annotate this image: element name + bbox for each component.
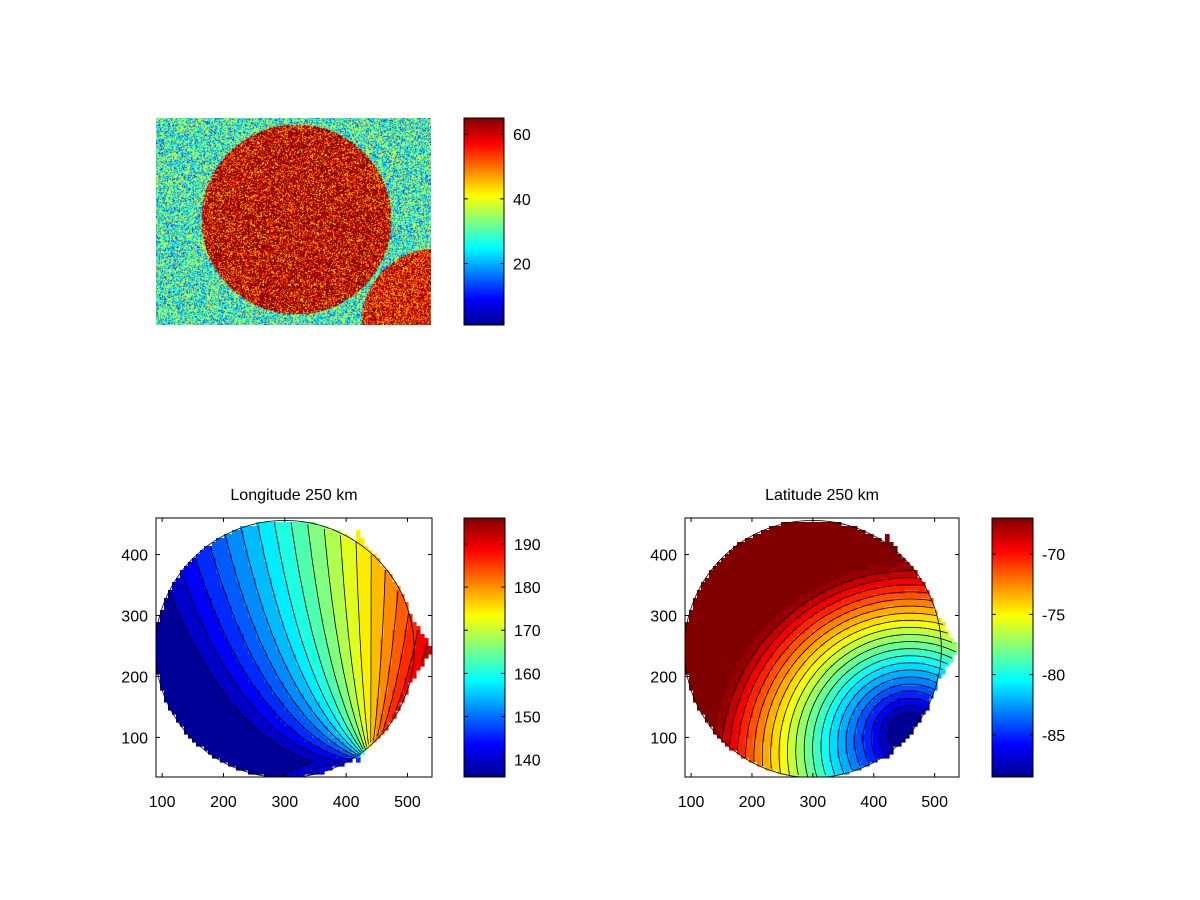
latitude-title: Latitude 250 km (765, 487, 879, 504)
longitude-colorbar-tick-label: 140 (514, 753, 541, 770)
longitude-panel: Longitude 250 km 100 200 300 400 500 100 200 30… (121, 487, 541, 811)
longitude-boundary (156, 519, 415, 777)
latitude-colorbar-tick-label: -70 (1042, 547, 1065, 564)
longitude-contour-lines (156, 519, 428, 777)
latitude-colorbar-tick-label: -80 (1042, 668, 1065, 685)
longitude-colorbar-tick-label: 170 (514, 623, 541, 640)
noise-colorbar-tick-label: 40 (513, 192, 531, 209)
longitude-xtick-label: 300 (271, 794, 298, 811)
latitude-contour-lines (685, 519, 956, 777)
noise-colorbar: 20 40 60 (463, 117, 531, 326)
latitude-xtick-label: 400 (860, 794, 887, 811)
latitude-colorbar-gradient (991, 517, 1034, 778)
longitude-colorbar: 140 150 160 170 180 190 (463, 517, 541, 778)
latitude-colorbar: -85 -80 -75 -70 (991, 517, 1065, 778)
latitude-contour-path (721, 570, 956, 777)
longitude-colorbar-tick-label: 190 (514, 537, 541, 554)
latitude-ytick-label: 400 (650, 548, 677, 565)
longitude-ticks: 100 200 300 400 500 100 200 300 400 (121, 518, 432, 811)
latitude-boundary (685, 519, 942, 777)
latitude-panel: Latitude 250 km 100 200 300 400 500 100 200 300… (650, 487, 1065, 811)
noise-colorbar-gradient (463, 117, 505, 326)
longitude-title: Longitude 250 km (230, 487, 357, 504)
longitude-xtick-label: 500 (394, 794, 421, 811)
latitude-xtick-label: 300 (800, 794, 827, 811)
longitude-colorbar-gradient (463, 517, 506, 778)
latitude-colorbar-tick-label: -75 (1042, 607, 1065, 624)
longitude-axes-box (155, 517, 433, 778)
longitude-ytick-label: 200 (121, 669, 148, 686)
latitude-xtick-label: 500 (921, 794, 948, 811)
noise-colorbar-tick-label: 60 (513, 127, 531, 144)
latitude-ytick-label: 300 (650, 609, 677, 626)
longitude-ytick-label: 100 (121, 730, 148, 747)
latitude-xtick-label: 100 (678, 794, 705, 811)
longitude-colorbar-tick-label: 180 (514, 580, 541, 597)
noise-image-panel: 20 40 60 (156, 117, 531, 326)
latitude-xtick-label: 200 (739, 794, 766, 811)
longitude-xtick-label: 200 (210, 794, 237, 811)
longitude-xtick-label: 400 (333, 794, 360, 811)
latitude-ticks: 100 200 300 400 500 100 200 300 400 (650, 518, 959, 811)
longitude-colorbar-tick-label: 150 (514, 710, 541, 727)
longitude-ytick-label: 300 (121, 609, 148, 626)
longitude-xtick-label: 100 (149, 794, 176, 811)
latitude-ytick-label: 100 (650, 730, 677, 747)
noise-image (156, 118, 431, 325)
longitude-ytick-label: 400 (121, 548, 148, 565)
latitude-colorbar-tick-label: -85 (1042, 728, 1065, 745)
noise-colorbar-tick-label: 20 (513, 257, 531, 274)
longitude-filled-contours (156, 522, 432, 777)
latitude-axes-box (684, 517, 960, 778)
latitude-ytick-label: 200 (650, 669, 677, 686)
longitude-colorbar-tick-label: 160 (514, 666, 541, 683)
